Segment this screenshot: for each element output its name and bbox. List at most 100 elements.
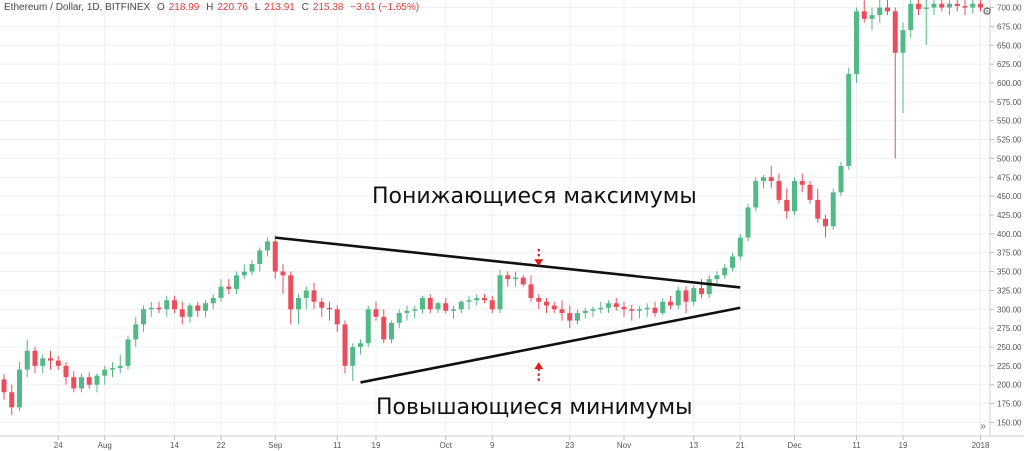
candle-body xyxy=(443,303,449,311)
candle-body xyxy=(474,297,480,301)
candle xyxy=(784,188,790,219)
candle xyxy=(195,301,201,317)
candle xyxy=(358,339,363,355)
candle xyxy=(342,320,348,374)
grid xyxy=(0,0,990,436)
candle xyxy=(164,295,170,317)
candle xyxy=(187,303,193,323)
price-tick-label: 325.00 xyxy=(997,286,1022,295)
candle xyxy=(939,0,945,12)
candle-body xyxy=(350,346,356,366)
candle-body xyxy=(435,303,441,310)
time-tick-label: 11 xyxy=(852,441,861,450)
gear-icon[interactable]: ⚙ xyxy=(982,6,992,18)
candle-body xyxy=(792,181,797,212)
candle-body xyxy=(699,288,704,295)
candle-body xyxy=(396,313,402,323)
candle-body xyxy=(606,303,611,308)
candle-body xyxy=(40,358,46,366)
candle-body xyxy=(148,307,154,310)
candle-body xyxy=(63,365,69,378)
candle-body xyxy=(931,3,937,8)
price-tick-label: 200.00 xyxy=(997,381,1022,390)
candle xyxy=(900,22,906,114)
candle xyxy=(303,286,309,310)
candle xyxy=(420,295,425,314)
time-tick-label: Dec xyxy=(787,441,801,450)
candle-body xyxy=(156,307,162,310)
time-tick-label: 11 xyxy=(333,441,342,450)
candle-body xyxy=(970,3,976,8)
candle xyxy=(443,297,449,314)
candle-body xyxy=(939,3,945,8)
price-tick-label: 475.00 xyxy=(997,173,1022,182)
candle-body xyxy=(32,350,38,366)
candle-body xyxy=(179,309,185,317)
candle xyxy=(125,335,131,370)
candle-body xyxy=(203,303,208,311)
price-tick-label: 375.00 xyxy=(997,249,1022,258)
candle-body xyxy=(784,199,790,212)
candle-body xyxy=(48,358,53,361)
double-chevron-right-icon[interactable]: » xyxy=(980,421,986,432)
legend: Ethereum / Dollar, 1D, BITFINEX O 218.99 … xyxy=(4,2,423,13)
candle xyxy=(520,275,526,287)
candle xyxy=(458,300,464,314)
lower-highs-label: Понижающиеся максимумы xyxy=(372,184,697,209)
candle xyxy=(947,0,952,16)
candle-body xyxy=(342,324,348,366)
candle xyxy=(559,300,565,321)
candle xyxy=(598,301,604,314)
candle-body xyxy=(420,297,425,310)
candle xyxy=(606,300,611,314)
candle-body xyxy=(590,309,596,311)
candle-body xyxy=(210,297,216,304)
candle-body xyxy=(962,6,968,8)
candle xyxy=(412,305,418,319)
price-tick-label: 300.00 xyxy=(997,305,1022,314)
candle xyxy=(9,384,15,415)
time-tick-label: 22 xyxy=(217,441,226,450)
candle xyxy=(505,271,511,287)
candle-body xyxy=(567,313,573,321)
price-tick-label: 400.00 xyxy=(997,230,1022,239)
candle-body xyxy=(389,322,394,340)
candle-body xyxy=(489,300,495,310)
candle xyxy=(210,294,216,310)
high-label: H xyxy=(206,2,214,13)
candle-body xyxy=(86,377,92,385)
candle-body xyxy=(737,237,743,257)
candle-body xyxy=(226,286,232,289)
candle-body xyxy=(451,309,456,311)
price-tick-label: 450.00 xyxy=(997,192,1022,201)
candle xyxy=(761,175,766,189)
candle xyxy=(110,362,115,378)
candle xyxy=(48,350,53,370)
candle-body xyxy=(668,301,673,306)
time-tick-label: 19 xyxy=(899,441,908,450)
candle xyxy=(396,309,402,329)
candle xyxy=(807,181,813,204)
candle xyxy=(768,165,774,189)
candle xyxy=(908,0,914,38)
candle-body xyxy=(482,297,487,301)
candle xyxy=(350,343,356,381)
candle xyxy=(280,264,286,295)
candle xyxy=(792,177,797,215)
candle-body xyxy=(404,310,410,314)
candle-body xyxy=(249,264,255,272)
candle xyxy=(288,271,294,325)
candle-body xyxy=(141,309,146,325)
candle xyxy=(141,305,146,332)
candle xyxy=(513,271,518,287)
time-tick-label: 13 xyxy=(689,441,698,450)
candle xyxy=(296,294,301,325)
candle-body xyxy=(9,392,15,408)
price-tick-label: 250.00 xyxy=(997,343,1022,352)
candle xyxy=(327,301,332,321)
candle-body xyxy=(427,297,433,310)
candle-body xyxy=(55,360,61,366)
candle-body xyxy=(644,307,650,310)
price-tick-label: 650.00 xyxy=(997,41,1022,50)
